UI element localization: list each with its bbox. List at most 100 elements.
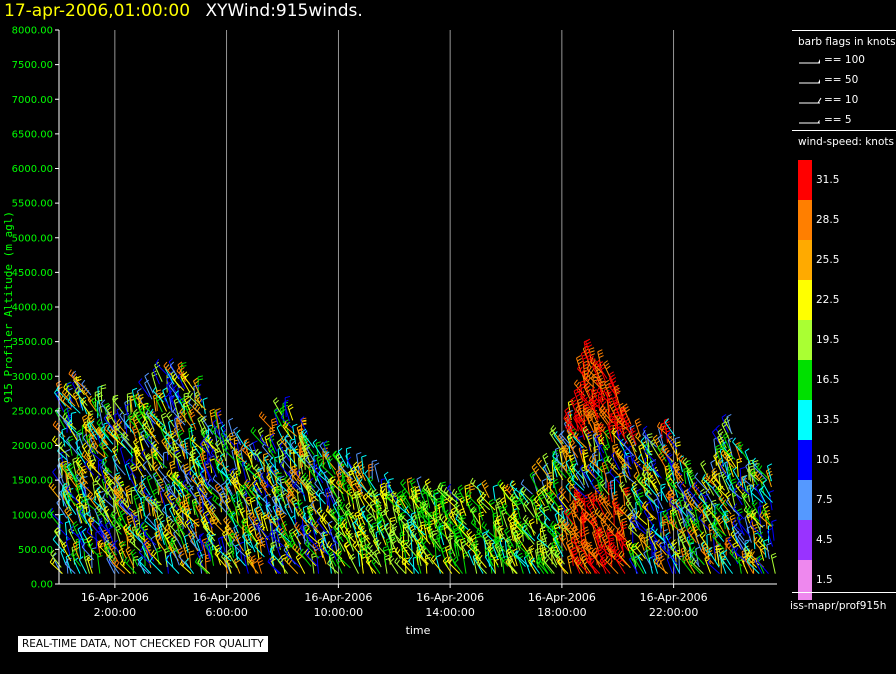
barb-flag (141, 474, 147, 478)
wind-barb (66, 492, 83, 511)
wind-barb (151, 461, 164, 483)
barb-staff (120, 441, 134, 457)
barb-flag (214, 497, 218, 502)
barb-flag (116, 407, 122, 411)
barb-flag (255, 532, 260, 537)
wind-barb (89, 459, 102, 477)
barb-flag (190, 422, 196, 426)
barb-flag (396, 559, 401, 565)
barb-flag (424, 478, 430, 483)
wind-barb (52, 553, 62, 574)
barb-flag (76, 375, 82, 379)
barb-flag (371, 522, 377, 525)
barb-flag (258, 559, 263, 564)
barb-flag (97, 394, 103, 398)
barb-flag (122, 497, 126, 503)
barb-flag (108, 526, 114, 530)
barb-flag (401, 481, 407, 486)
barb-flag (139, 504, 145, 508)
barb-staff (108, 544, 119, 563)
barb-flag (115, 474, 121, 479)
barb-flag (63, 492, 69, 497)
barb-flag (153, 491, 159, 496)
barb-flag (135, 446, 140, 452)
barb-staff (115, 427, 130, 441)
barb-staff (130, 512, 137, 531)
wind-barb (137, 485, 151, 503)
barb-flag (66, 392, 70, 398)
barb-flag (54, 422, 59, 428)
barb-flag (296, 533, 302, 537)
barb-staff (54, 392, 67, 407)
barb-flag (287, 403, 293, 408)
barb-flag (296, 524, 300, 529)
barb-staff (94, 392, 97, 408)
barb-flag (137, 463, 142, 468)
barb-flag (326, 541, 330, 546)
barb-flag (189, 550, 195, 553)
wind-barb (85, 433, 97, 455)
barb-flag (390, 517, 396, 520)
barb-flag (101, 435, 106, 441)
barb-staff (54, 410, 66, 429)
barb-flag (248, 465, 252, 470)
barb-flag (104, 424, 108, 430)
barb-staff (113, 489, 128, 504)
barb-staff (266, 472, 269, 488)
barb-flag (83, 512, 88, 517)
wind-barb (140, 522, 152, 539)
barb-flag (142, 418, 147, 424)
wind-barb (124, 556, 137, 574)
barb-staff (130, 466, 137, 485)
wind-barb (60, 395, 72, 410)
barb-flag (108, 479, 113, 483)
barb-flag (72, 521, 78, 525)
barb-flag (146, 512, 151, 518)
barb-flag (61, 388, 66, 394)
barb-flag (66, 492, 71, 497)
barb-flag (289, 438, 296, 441)
barb-staff (78, 511, 87, 524)
barb-staff (144, 375, 154, 394)
barb-flag (84, 554, 90, 559)
barb-flag (273, 397, 278, 402)
barb-flag (62, 397, 66, 402)
barb-flag (156, 549, 162, 553)
wind-barb (125, 458, 137, 479)
wind-barb (101, 435, 113, 453)
barb-flag (229, 434, 235, 438)
barb-flag (90, 441, 94, 446)
barb-flag (175, 451, 181, 456)
barb-staff (364, 473, 377, 491)
barb-flag (111, 519, 115, 525)
barb-flag (194, 557, 199, 563)
barb-flag (115, 525, 121, 529)
barb-flag (115, 423, 119, 429)
wind-barb (113, 474, 125, 492)
barb-flag (89, 459, 94, 465)
barb-flag (152, 551, 157, 557)
barb-flag (81, 450, 85, 456)
wind-barb (63, 383, 77, 401)
barb-flag (170, 497, 176, 501)
barb-flag (327, 520, 333, 525)
barb-staff (113, 415, 121, 434)
barb-staff (149, 560, 163, 574)
barb-staff (66, 440, 80, 456)
wind-barb (87, 395, 97, 412)
barb-flag (162, 529, 167, 534)
barb-flag (316, 441, 322, 444)
barb-staff (91, 524, 103, 539)
barb-flag (71, 550, 76, 555)
barb-flag (66, 488, 72, 493)
barb-flag (113, 539, 118, 544)
barb-flag (122, 561, 126, 566)
barb-flag (133, 558, 139, 561)
barb-staff (135, 532, 152, 547)
barb-flag (91, 520, 96, 525)
barb-flag (124, 434, 129, 440)
barb-flag (68, 423, 74, 428)
barb-staff (111, 523, 122, 535)
barb-flag (75, 457, 80, 462)
barb-flag (372, 459, 378, 462)
